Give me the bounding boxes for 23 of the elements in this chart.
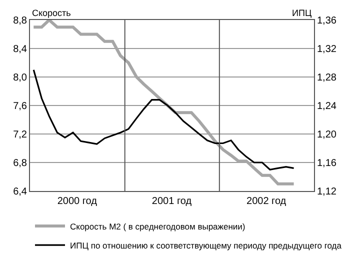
y2-tick-label: 1,12: [317, 186, 337, 198]
y2-tick-label: 1,36: [317, 16, 337, 26]
x-tick-label: 2002 год: [246, 196, 286, 207]
x-tick-label: 2001 год: [152, 196, 192, 207]
y-tick-label: 7,6: [13, 101, 28, 112]
y2-tick-label: 1,24: [317, 101, 337, 112]
y-tick-label: 6,4: [13, 186, 28, 198]
y2-axis-title: ИПЦ: [292, 8, 312, 18]
y2-tick-label: 1,16: [317, 158, 337, 169]
y-tick-label: 7,2: [13, 130, 28, 140]
line-series: [32, 69, 295, 170]
y-tick-label: 8,4: [13, 44, 28, 55]
y2-tick-label: 1,32: [317, 44, 337, 55]
line-series: [32, 20, 296, 186]
y2-tick-label: 1,20: [317, 130, 337, 140]
legend-label: Скорость М2 ( в среднегодовом выражении): [70, 221, 246, 232]
y-tick-label: 6,8: [13, 158, 28, 169]
legend-label: ИПЦ по отношению к соответствующему периоду предыдущего года: [70, 240, 342, 250]
y2-tick-label: 1,28: [317, 72, 337, 84]
x-tick-label: 2000 год: [57, 196, 98, 207]
y-axis-title: Скорость: [32, 8, 72, 18]
y-tick-label: 8,0: [13, 72, 28, 84]
y-tick-label: 8,8: [13, 16, 28, 26]
